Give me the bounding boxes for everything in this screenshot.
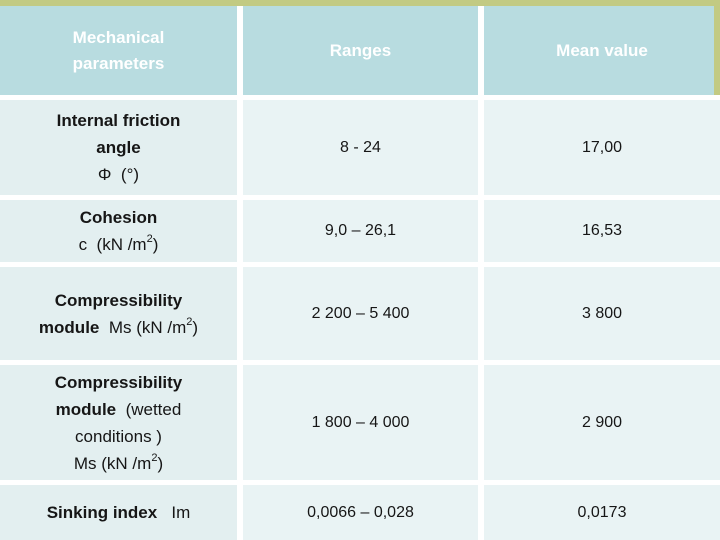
mean-value: 16,53 bbox=[581, 222, 623, 239]
param-text-line: conditions ) bbox=[75, 426, 162, 446]
header-mean-value: Mean value bbox=[484, 6, 720, 95]
param-unit-line: c (kN /m2) bbox=[79, 231, 159, 258]
header-mechanical-parameters: Mechanical parameters bbox=[0, 6, 237, 95]
superscript-2: 2 bbox=[186, 315, 193, 328]
mean-cell: 0,0173 bbox=[484, 485, 720, 540]
mean-cell: 16,53 bbox=[484, 200, 720, 262]
param-text: Im bbox=[157, 503, 191, 522]
mean-cell: 2 900 bbox=[484, 365, 720, 480]
range-value: 8 - 24 bbox=[340, 138, 381, 156]
param-mixed-line: Sinking index Im bbox=[47, 499, 191, 526]
param-text-line: Compressibility bbox=[54, 372, 183, 392]
unit-text: Ms (kN /m bbox=[99, 317, 187, 337]
range-value: 1 800 – 4 000 bbox=[311, 413, 410, 431]
param-symbol-line: Φ (°) bbox=[97, 165, 140, 184]
param-unit-line: module Ms (kN /m2) bbox=[39, 314, 198, 341]
param-bold-text: module bbox=[38, 317, 100, 337]
mean-value: 0,0173 bbox=[577, 503, 627, 521]
header-text-line: Mechanical bbox=[72, 27, 165, 47]
mean-value: 17,00 bbox=[581, 138, 623, 156]
unit-text: c (kN /m bbox=[78, 235, 147, 254]
range-value: 0,0066 – 0,028 bbox=[307, 503, 414, 521]
param-text-line: angle bbox=[96, 138, 141, 157]
param-cell-sinking-index: Sinking index Im bbox=[0, 485, 237, 540]
header-text-line: Ranges bbox=[329, 40, 392, 60]
param-text-line: Internal friction bbox=[56, 111, 181, 130]
unit-text: ) bbox=[157, 453, 164, 473]
range-cell: 9,0 – 26,1 bbox=[243, 200, 478, 262]
parameters-table: Mechanical parameters Ranges Mean value … bbox=[0, 6, 720, 540]
param-cell-compressibility-module: Compressibility module Ms (kN /m2) bbox=[0, 267, 237, 360]
superscript-2: 2 bbox=[151, 451, 158, 464]
param-mixed-line: module (wetted bbox=[56, 396, 182, 423]
superscript-2: 2 bbox=[146, 233, 153, 246]
mean-value: 3 800 bbox=[581, 304, 623, 322]
range-value: 2 200 – 5 400 bbox=[311, 304, 410, 322]
param-cell-compressibility-module-wetted: Compressibility module (wetted condition… bbox=[0, 365, 237, 480]
range-cell: 1 800 – 4 000 bbox=[243, 365, 478, 480]
header-ranges: Ranges bbox=[243, 6, 478, 95]
mean-value: 2 900 bbox=[581, 413, 623, 431]
mean-cell: 17,00 bbox=[484, 100, 720, 195]
top-accent-bar bbox=[0, 0, 720, 6]
header-text-line: Mean value bbox=[556, 40, 648, 60]
param-cell-cohesion: Cohesion c (kN /m2) bbox=[0, 200, 237, 262]
unit-text: ) bbox=[152, 235, 159, 254]
param-bold-text: Sinking index bbox=[46, 503, 158, 522]
param-unit-line: Ms (kN /m2) bbox=[74, 450, 163, 477]
unit-text: Ms (kN /m bbox=[73, 453, 152, 473]
mean-cell: 3 800 bbox=[484, 267, 720, 360]
param-bold-text: module bbox=[55, 399, 117, 419]
header-text-line: parameters bbox=[72, 53, 165, 73]
range-cell: 8 - 24 bbox=[243, 100, 478, 195]
param-text-line: Compressibility bbox=[54, 290, 183, 310]
param-text: (wetted bbox=[116, 399, 182, 419]
range-cell: 2 200 – 5 400 bbox=[243, 267, 478, 360]
param-cell-internal-friction-angle: Internal friction angle Φ (°) bbox=[0, 100, 237, 195]
range-cell: 0,0066 – 0,028 bbox=[243, 485, 478, 540]
unit-text: ) bbox=[192, 317, 199, 337]
range-value: 9,0 – 26,1 bbox=[324, 222, 397, 239]
right-accent-bar bbox=[714, 0, 720, 95]
param-text-line: Cohesion bbox=[79, 208, 158, 227]
